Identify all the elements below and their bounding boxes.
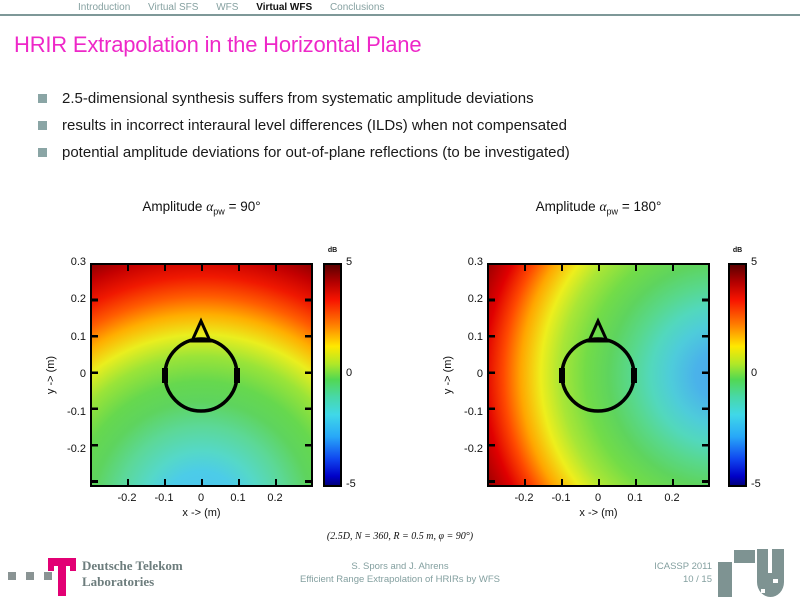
plot-left-y-tick-labels: 0.3 0.2 0.1 0 -0.1 -0.2 (48, 255, 86, 457)
axis-ticks-top (92, 265, 311, 271)
axis-ticks-top (489, 265, 708, 271)
x-tick: -0.2 (514, 492, 534, 504)
y-tick: 0 (79, 368, 86, 381)
x-tick: -0.1 (551, 492, 571, 504)
y-tick: 0 (476, 368, 483, 381)
y-tick: 0.2 (70, 293, 86, 306)
y-tick: -0.2 (464, 442, 483, 455)
colorbar-left-ticks: 5 0 -5 (346, 256, 366, 494)
plot-right-x-tick-labels: -0.2 -0.1 0 0.1 0.2 (506, 492, 690, 504)
y-tick: -0.1 (67, 405, 86, 418)
logo-dot (8, 572, 16, 580)
plot-left-xlabel: x -> (m) (182, 507, 221, 519)
y-tick: -0.2 (67, 442, 86, 455)
x-tick: 0.1 (230, 492, 246, 504)
plot-right-title: Amplitude αpw = 180° (487, 199, 710, 217)
colorbar-left (323, 263, 342, 487)
colorbar-right-unit: dB (732, 247, 743, 254)
footer-page-number: 10 / 15 (682, 574, 712, 585)
logo-line1: Deutsche Telekom (82, 558, 183, 573)
x-tick: -0.2 (117, 492, 137, 504)
page-title: HRIR Extrapolation in the Horizontal Pla… (14, 32, 422, 57)
y-tick: -0.1 (464, 405, 483, 418)
footer-authors: S. Spors and J. Ahrens (351, 561, 449, 572)
x-tick: 0.2 (267, 492, 283, 504)
subscript-pw: pw (213, 206, 225, 217)
footer-center: S. Spors and J. Ahrens Efficient Range E… (0, 560, 800, 586)
nav-item-virtual-wfs[interactable]: Virtual WFS (256, 2, 313, 13)
plot-right-xlabel: x -> (m) (579, 507, 618, 519)
plot-left-title: Amplitude αpw = 90° (90, 199, 313, 217)
x-tick: 0 (197, 492, 205, 504)
colorbar-tick: -5 (346, 478, 356, 490)
x-tick: -0.1 (154, 492, 174, 504)
nav-item-wfs[interactable]: WFS (216, 2, 239, 13)
plot-left-x-tick-labels: -0.2 -0.1 0 0.1 0.2 (109, 492, 293, 504)
list-item: results in incorrect interaural level di… (0, 115, 570, 142)
logo-dot (26, 572, 34, 580)
alpha-symbol: α (599, 199, 607, 214)
telekom-t-icon (48, 558, 76, 596)
axis-ticks-bottom (92, 479, 311, 485)
y-tick: 0.1 (467, 330, 483, 343)
alpha-symbol: α (206, 199, 214, 214)
list-item: potential amplitude deviations for out-o… (0, 142, 570, 169)
colorbar-tick: 5 (346, 256, 353, 268)
bullet-text: potential amplitude deviations for out-o… (62, 144, 570, 161)
colorbar-right (728, 263, 747, 487)
axis-ticks-bottom (489, 479, 708, 485)
logo-line2: Laboratories (82, 574, 155, 589)
colorbar-tick: 0 (751, 367, 758, 379)
nav-bar: Introduction Virtual SFS WFS Virtual WFS… (78, 2, 399, 13)
bullet-text: results in incorrect interaural level di… (62, 117, 567, 134)
y-tick: 0.2 (467, 293, 483, 306)
figure-caption: (2.5D, N = 360, R = 0.5 m, φ = 90°) (326, 531, 474, 542)
plot-right-y-tick-labels: 0.3 0.2 0.1 0 -0.1 -0.2 (445, 255, 483, 457)
list-item: 2.5-dimensional synthesis suffers from s… (0, 88, 570, 115)
plot-title-text: Amplitude (142, 199, 203, 214)
tu-berlin-logo-icon (718, 549, 784, 597)
axis-ticks-right (305, 265, 311, 485)
footer-talk-title: Efficient Range Extrapolation of HRIRs b… (300, 574, 500, 585)
axis-ticks-left (92, 265, 98, 485)
plot-title-value: = 90° (228, 199, 261, 214)
x-tick: 0 (594, 492, 602, 504)
colorbar-tick: 0 (346, 367, 353, 379)
bullet-square-icon (38, 121, 47, 130)
bullet-square-icon (38, 94, 47, 103)
plot-title-text: Amplitude (535, 199, 596, 214)
colorbar-tick: -5 (751, 478, 761, 490)
colorbar-right-ticks: 5 0 -5 (751, 256, 771, 494)
y-tick: 0.1 (70, 330, 86, 343)
footer-right: ICASSP 2011 10 / 15 (654, 560, 712, 586)
x-tick: 0.2 (664, 492, 680, 504)
y-tick: 0.3 (70, 256, 86, 268)
bullet-text: 2.5-dimensional synthesis suffers from s… (62, 90, 534, 107)
plot-left-heatmap (90, 263, 313, 487)
y-tick: 0.3 (467, 256, 483, 268)
plot-title-value: = 180° (621, 199, 662, 214)
colorbar-left-unit: dB (327, 247, 338, 254)
axis-ticks-right (702, 265, 708, 485)
footer-conference: ICASSP 2011 (654, 561, 712, 572)
listener-head-icon (559, 317, 637, 413)
x-tick: 0.1 (627, 492, 643, 504)
colorbar-tick: 5 (751, 256, 758, 268)
nav-item-virtual-sfs[interactable]: Virtual SFS (148, 2, 199, 13)
nav-divider (0, 14, 800, 16)
nav-item-conclusions[interactable]: Conclusions (329, 2, 385, 13)
listener-head-icon (162, 317, 240, 413)
logo-dot (44, 572, 52, 580)
bullet-square-icon (38, 148, 47, 157)
telekom-labs-wordmark: Deutsche Telekom Laboratories (82, 558, 183, 590)
bullet-list: 2.5-dimensional synthesis suffers from s… (0, 88, 570, 169)
subscript-pw: pw (606, 206, 619, 217)
nav-item-introduction[interactable]: Introduction (78, 2, 131, 13)
plot-right-heatmap (487, 263, 710, 487)
axis-ticks-left (489, 265, 495, 485)
